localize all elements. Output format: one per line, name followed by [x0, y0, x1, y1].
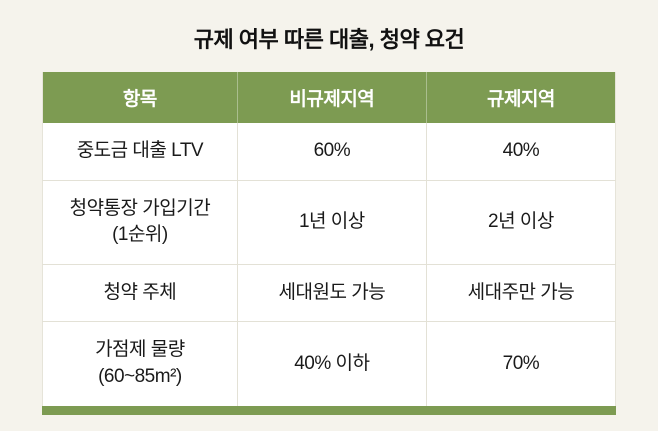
table-row: 중도금 대출 LTV 60% 40% [43, 123, 616, 181]
table-cell: 1년 이상 [236, 179, 427, 265]
column-header-regulated: 규제지역 [425, 72, 616, 123]
table-cell: 2년 이상 [425, 179, 616, 265]
table-cell: 40% 이하 [236, 321, 427, 406]
table-row: 청약통장 가입기간 (1순위) 1년 이상 2년 이상 [42, 179, 616, 265]
table-cell: 청약통장 가입기간 (1순위) [42, 179, 238, 265]
requirements-table: 항목 비규제지역 규제지역 중도금 대출 LTV 60% 40% 청약통장 가입… [42, 72, 616, 415]
table-cell: 세대원도 가능 [236, 263, 427, 322]
table-cell: 청약 주체 [42, 263, 238, 322]
table: 항목 비규제지역 규제지역 중도금 대출 LTV 60% 40% 청약통장 가입… [42, 72, 616, 406]
table-row: 청약 주체 세대원도 가능 세대주만 가능 [42, 263, 616, 322]
page-title: 규제 여부 따른 대출, 청약 요건 [193, 27, 465, 52]
table-cell: 중도금 대출 LTV [76, 140, 204, 161]
table-cell: 70% [425, 321, 616, 406]
table-cell: 세대주만 가능 [425, 263, 616, 322]
table-footer-bar [42, 405, 616, 415]
table-body: 중도금 대출 LTV 60% 40% 청약통장 가입기간 (1순위) 1년 이상… [42, 123, 616, 406]
column-header-item: 항목 [42, 72, 238, 123]
table-cell: 40% [425, 123, 616, 181]
table-cell: 60% [236, 123, 427, 181]
table-cell: 가점제 물량 (60~85m²) [42, 321, 238, 406]
column-header-nonregulated: 비규제지역 [236, 72, 427, 123]
table-header-row: 항목 비규제지역 규제지역 [42, 72, 616, 123]
table-row: 가점제 물량 (60~85m²) 40% 이하 70% [42, 321, 616, 406]
